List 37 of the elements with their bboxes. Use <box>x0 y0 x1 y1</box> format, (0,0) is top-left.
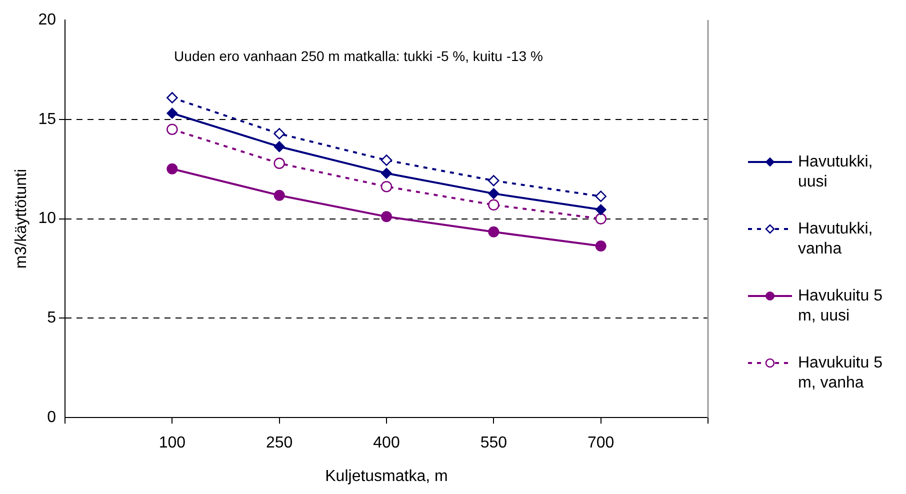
point <box>595 190 606 202</box>
y-tick-label: 15 <box>38 110 56 128</box>
point <box>595 213 606 224</box>
point <box>380 154 392 166</box>
point <box>166 108 178 119</box>
point <box>488 174 500 186</box>
point <box>274 128 285 140</box>
point <box>274 190 285 201</box>
point <box>488 188 500 200</box>
point <box>274 158 285 169</box>
point <box>166 163 178 174</box>
legend-label: Havutukki, vanha <box>798 220 873 258</box>
y-tick-label: 10 <box>38 210 56 228</box>
point <box>166 124 178 135</box>
point <box>488 226 500 238</box>
y-tick-label: 0 <box>47 409 56 426</box>
point <box>595 204 606 216</box>
annotation: Uuden ero vanhaan 250 m matkalla: tukki -5 %, kuitu -13 % <box>174 48 543 64</box>
x-tick-label: 400 <box>373 434 400 452</box>
y-axis-title: m3/käyttötunti <box>13 168 30 269</box>
point <box>381 168 392 179</box>
point <box>274 141 285 152</box>
x-axis-title: Kuljetusmatka, m <box>325 468 448 485</box>
y-tick-label: 5 <box>47 310 56 327</box>
x-tick-label: 100 <box>158 434 186 452</box>
legend-label: Havukuitu 5 m, vanha <box>798 354 883 392</box>
x-tick-label: 550 <box>480 434 508 452</box>
point <box>488 199 500 211</box>
legend-label: Havutukki, uusi <box>798 153 873 190</box>
point <box>381 211 392 222</box>
point <box>166 92 178 104</box>
y-tick-label: 20 <box>38 11 56 28</box>
x-tick-label: 700 <box>587 434 614 452</box>
point <box>380 180 392 192</box>
x-tick-label: 250 <box>266 434 293 452</box>
point <box>595 240 606 252</box>
legend-label: Havukuitu 5 m, uusi <box>798 287 883 324</box>
